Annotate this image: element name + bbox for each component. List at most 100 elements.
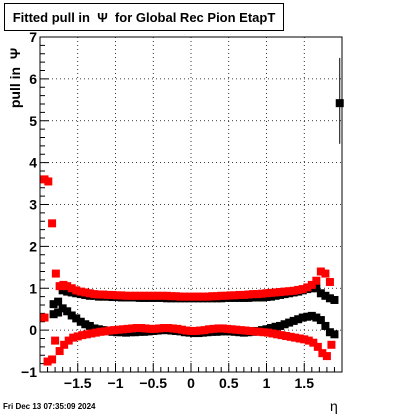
- data-point: [200, 326, 209, 335]
- data-point: [128, 324, 137, 333]
- data-point: [276, 321, 285, 330]
- data-point: [135, 291, 144, 300]
- data-point: [123, 324, 132, 333]
- data-point: [208, 292, 217, 301]
- data-point: [119, 325, 128, 334]
- y-tick-label: 7: [29, 29, 37, 45]
- data-point: [298, 313, 307, 322]
- data-point: [321, 321, 330, 330]
- x-tick-label: 0: [187, 375, 195, 391]
- y-tick-label: 4: [29, 155, 37, 171]
- data-point: [64, 336, 73, 345]
- data-point: [63, 307, 72, 316]
- data-point: [76, 317, 85, 326]
- data-point: [182, 326, 191, 335]
- data-point: [335, 99, 344, 108]
- data-point: [307, 311, 316, 320]
- data-point: [325, 294, 334, 303]
- data-point: [51, 269, 60, 278]
- data-point: [51, 336, 60, 345]
- data-point: [90, 290, 99, 299]
- y-tick-label: 5: [29, 113, 37, 129]
- data-point: [185, 292, 194, 301]
- y-tick-label: 1: [29, 280, 37, 296]
- data-point: [159, 324, 168, 333]
- data-point: [173, 324, 182, 333]
- data-point: [250, 327, 259, 336]
- data-point: [245, 326, 254, 335]
- data-point: [259, 328, 268, 337]
- data-point: [144, 291, 153, 300]
- data-point: [81, 320, 90, 329]
- data-point: [325, 328, 334, 337]
- data-point: [164, 324, 173, 333]
- data-point: [298, 285, 307, 294]
- data-point: [303, 312, 312, 321]
- title-box: Fitted pull in Ψ for Global Rec Pion Eta…: [4, 3, 284, 31]
- data-point: [69, 333, 78, 342]
- data-point: [286, 332, 295, 341]
- data-point: [321, 269, 330, 278]
- data-point: [221, 291, 230, 300]
- data-point: [280, 320, 289, 329]
- data-point: [72, 314, 81, 323]
- data-point: [141, 324, 150, 333]
- data-point: [253, 290, 262, 299]
- data-point: [325, 277, 334, 286]
- data-point: [194, 292, 203, 301]
- data-point: [313, 342, 322, 351]
- data-point: [67, 288, 76, 297]
- data-point: [277, 331, 286, 340]
- data-point: [54, 297, 63, 306]
- data-point: [162, 291, 171, 300]
- data-point: [176, 292, 185, 301]
- x-tick-label: 1: [263, 375, 271, 391]
- data-point: [187, 326, 195, 335]
- data-point: [289, 316, 298, 325]
- data-point: [63, 287, 72, 296]
- data-point: [282, 331, 291, 340]
- data-point: [54, 308, 63, 317]
- data-point: [244, 290, 253, 299]
- data-point: [327, 340, 336, 349]
- data-point: [196, 326, 205, 335]
- data-point: [168, 324, 177, 333]
- data-point: [285, 287, 294, 296]
- data-point: [227, 325, 236, 334]
- data-point: [155, 324, 164, 333]
- data-point: [58, 304, 67, 313]
- data-point: [312, 284, 321, 293]
- y-tick-label: 3: [29, 197, 37, 213]
- y-tick-label: 0: [29, 322, 37, 338]
- data-point: [276, 288, 285, 297]
- data-point: [264, 328, 273, 337]
- data-point: [271, 322, 280, 331]
- x-tick-label: 0.5: [219, 375, 239, 391]
- data-point: [91, 328, 100, 337]
- data-point: [291, 333, 300, 342]
- data-point: [321, 291, 330, 300]
- data-point: [203, 292, 212, 301]
- data-point: [304, 336, 313, 345]
- data-point: [230, 291, 239, 300]
- data-point: [294, 315, 303, 324]
- data-point: [330, 330, 339, 339]
- data-point: [87, 329, 96, 338]
- data-point: [330, 295, 339, 304]
- data-point: [140, 291, 149, 300]
- data-point: [99, 290, 108, 299]
- data-point: [307, 280, 316, 289]
- data-point: [300, 335, 309, 344]
- datestamp: Fri Dec 13 07:35:09 2024: [3, 402, 96, 411]
- data-point: [167, 292, 176, 301]
- data-point: [81, 288, 90, 297]
- data-point: [43, 357, 52, 366]
- data-point: [117, 291, 126, 300]
- data-point: [191, 326, 200, 335]
- data-point: [205, 325, 214, 334]
- data-point: [171, 292, 180, 301]
- data-point: [190, 292, 199, 301]
- data-point: [114, 325, 123, 334]
- x-tick-label: −1: [108, 375, 124, 391]
- data-point: [316, 289, 325, 298]
